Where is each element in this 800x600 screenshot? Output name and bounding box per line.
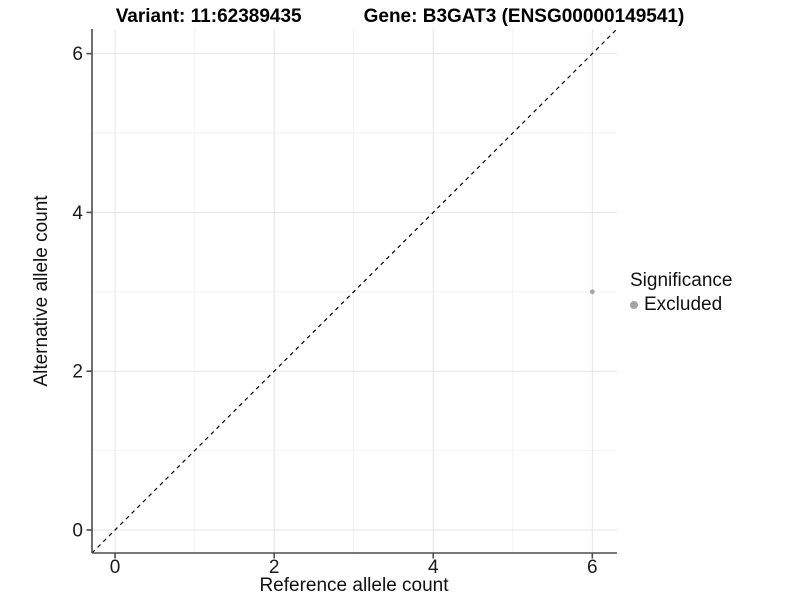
data-points xyxy=(589,289,595,295)
legend: Significance Excluded xyxy=(630,271,732,314)
x-tick-label: 2 xyxy=(269,557,280,578)
x-tick-label: 6 xyxy=(587,557,598,578)
y-tick-label: 4 xyxy=(72,203,83,224)
legend-key-dot xyxy=(630,300,638,309)
y-tick-label: 0 xyxy=(72,520,83,541)
gridlines-minor xyxy=(92,29,617,553)
plot-title-gene: Gene: B3GAT3 (ENSG00000149541) xyxy=(363,6,685,27)
y-tick-label: 2 xyxy=(72,362,83,383)
x-axis-ticks: 0 2 4 6 xyxy=(110,553,598,578)
identity-line xyxy=(91,28,618,554)
x-tick-label: 4 xyxy=(428,557,439,578)
x-axis-title: Reference allele count xyxy=(259,575,449,596)
legend-title: Significance xyxy=(630,270,733,291)
plot-title-variant: Variant: 11:62389435 xyxy=(115,6,302,27)
y-axis-title: Alternative allele count xyxy=(31,195,52,387)
legend-item-excluded: Excluded xyxy=(630,295,732,314)
x-tick-label: 0 xyxy=(110,557,121,578)
data-point xyxy=(589,289,595,295)
y-tick-label: 6 xyxy=(72,44,83,65)
legend-item-label: Excluded xyxy=(644,294,723,315)
y-axis-ticks: 0 2 4 6 xyxy=(72,44,92,541)
axis-lines xyxy=(91,29,617,554)
plot-title: Variant: 11:62389435 Gene: B3GAT3 (ENSG0… xyxy=(0,5,800,29)
identity-dashed-line xyxy=(91,28,618,554)
